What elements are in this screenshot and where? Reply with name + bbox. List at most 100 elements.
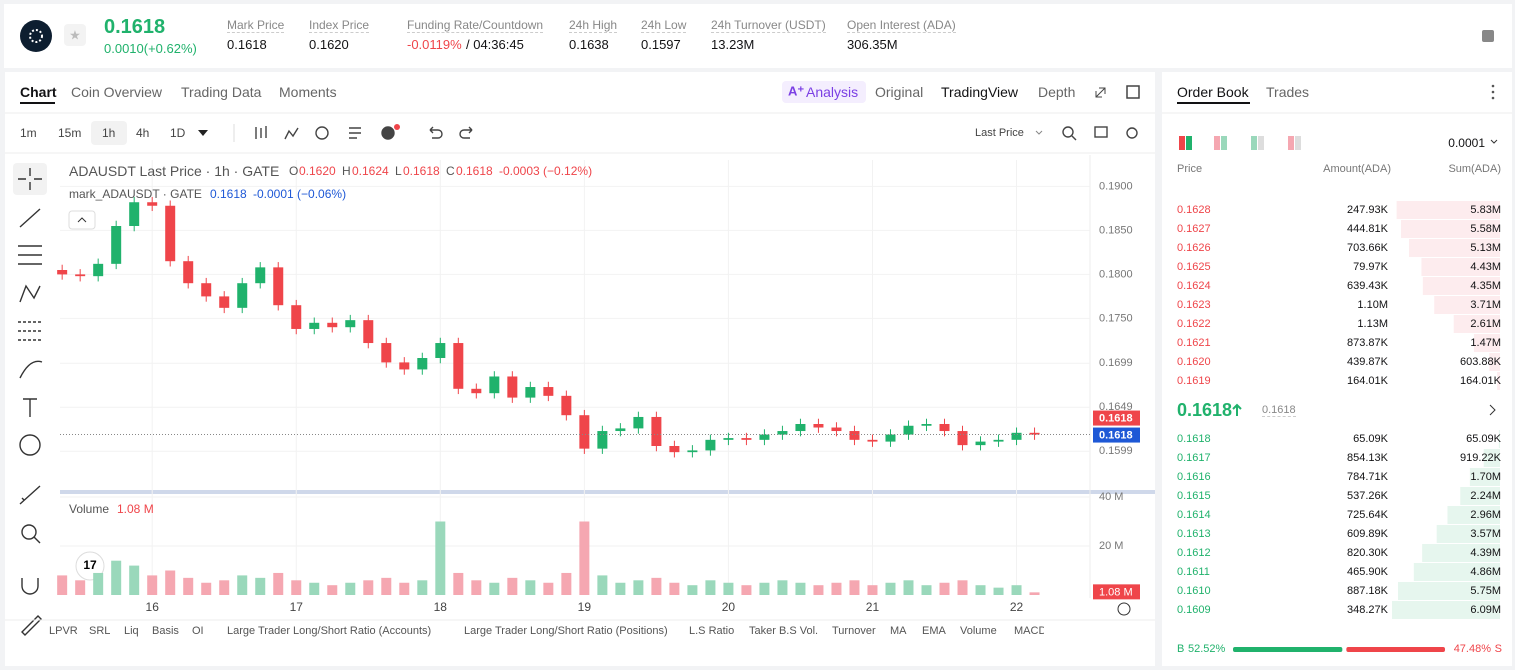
stat-label: Funding Rate/Countdown [407, 18, 544, 33]
view-tab[interactable]: Depth [1038, 84, 1076, 100]
indicator[interactable]: Liq [124, 625, 139, 637]
book-sum: 2.24M [1470, 490, 1501, 502]
candle-body [867, 439, 878, 442]
volume-bar [327, 585, 338, 595]
analysis-button[interactable] [782, 81, 866, 103]
book-tab[interactable]: Trades [1266, 84, 1310, 100]
top-bar [4, 4, 1512, 68]
volume-title: Volume [69, 502, 110, 516]
volume-tick-label: 20 M [1099, 540, 1123, 552]
volume-bar [399, 582, 410, 595]
candle-body [903, 425, 914, 435]
book-sum: 1.70M [1470, 471, 1501, 483]
candle-body [921, 424, 932, 426]
indicator[interactable]: MACD [1014, 625, 1044, 637]
candle-body [165, 205, 176, 262]
last-price-tag [1093, 410, 1140, 426]
indicator[interactable]: Large Trader Long/Short Ratio (Positions… [464, 625, 668, 637]
book-amount: 609.89K [1347, 528, 1388, 540]
buy-key: B [1177, 643, 1185, 655]
interval[interactable]: 1h [102, 126, 116, 140]
settings-icon[interactable] [1482, 30, 1494, 42]
candle-body [147, 202, 158, 206]
indicator[interactable]: LPVR [49, 625, 78, 637]
interval[interactable]: 15m [58, 126, 82, 140]
candle-body [543, 387, 554, 396]
price-change: 0.0010(+0.62%) [104, 41, 197, 56]
volume-bar [795, 582, 806, 595]
book-price: 0.1620 [1177, 356, 1211, 368]
view-tab[interactable]: Analysis [806, 84, 859, 100]
price-source[interactable]: Last Price [975, 127, 1024, 139]
volume-bar [417, 580, 428, 595]
stat-value: 0.1597 [641, 37, 681, 52]
candle-body [687, 450, 698, 453]
depth-bar [1453, 315, 1500, 333]
depth-bar [1483, 449, 1500, 467]
indicator[interactable]: Large Trader Long/Short Ratio (Accounts) [227, 625, 432, 637]
volume-bar [741, 585, 752, 595]
favorite-button[interactable] [64, 24, 86, 46]
volume-bar [183, 577, 194, 595]
indicator[interactable]: Turnover [832, 625, 876, 637]
ohlc-key: H [342, 164, 351, 178]
precision[interactable]: 0.0001 [1448, 136, 1485, 150]
book-sum: 5.75M [1470, 585, 1501, 597]
depth-bar [1497, 372, 1500, 390]
dropdown-arrow[interactable] [1490, 139, 1498, 144]
indicator[interactable]: Taker B.S Vol. [749, 625, 819, 637]
indicator[interactable]: MA [890, 625, 907, 637]
book-amount: 79.97K [1353, 261, 1388, 273]
mark-price-tag [1093, 427, 1140, 443]
candle-body [993, 439, 1004, 442]
indicator[interactable]: Volume [960, 625, 997, 637]
candle-body [507, 376, 518, 398]
candle-body [579, 415, 590, 449]
volume-bar [777, 580, 788, 595]
window-icon[interactable] [1126, 85, 1140, 99]
volume-bar [651, 577, 662, 595]
indicator[interactable]: OI [192, 625, 204, 637]
view-tab[interactable]: TradingView [941, 84, 1019, 100]
last-price: 0.1618 [104, 16, 166, 38]
indicator[interactable]: Basis [152, 625, 179, 637]
depth-bar [1401, 220, 1500, 238]
indicator[interactable]: L.S Ratio [689, 625, 735, 637]
indicator[interactable]: SRL [89, 625, 111, 637]
indicator[interactable]: EMA [922, 625, 946, 637]
collapse-button[interactable] [68, 210, 96, 230]
volume-bar [147, 575, 158, 595]
volume-bar [237, 575, 248, 595]
volume-bar [1011, 585, 1022, 595]
tab[interactable]: Moments [279, 84, 337, 100]
expand-icon[interactable] [1095, 87, 1106, 98]
stat-label: 24h Turnover (USDT) [711, 18, 826, 33]
chevron[interactable] [1489, 404, 1496, 416]
view-tab[interactable]: Original [875, 84, 924, 100]
candle-body [75, 274, 86, 277]
tab[interactable]: Trading Data [181, 84, 262, 100]
menu-dot[interactable] [1491, 84, 1495, 88]
interval[interactable]: 1m [20, 126, 37, 140]
column-header: Sum(ADA) [1448, 163, 1501, 175]
interval[interactable]: 1D [170, 126, 186, 140]
last-price-label: 0.1618 [1099, 412, 1133, 424]
book-price: 0.1611 [1177, 566, 1210, 578]
tab[interactable]: Coin Overview [71, 84, 163, 100]
dropdown-arrow[interactable] [198, 130, 208, 136]
depth-bar [1460, 487, 1500, 505]
tab[interactable]: Chart [20, 84, 57, 100]
settings-icon[interactable] [1117, 602, 1131, 616]
candle-body [363, 320, 374, 344]
book-price: 0.1626 [1177, 242, 1211, 254]
volume-bar [579, 521, 590, 595]
book-tab[interactable]: Order Book [1177, 84, 1249, 100]
ohlc-value: 0.1620 [299, 164, 336, 178]
dropdown-arrow[interactable] [1035, 130, 1043, 135]
volume-bar [165, 570, 176, 595]
book-price: 0.1628 [1177, 204, 1211, 216]
book-amount: 854.13K [1347, 452, 1388, 464]
interval[interactable]: 4h [136, 126, 150, 140]
volume-bar [921, 585, 932, 595]
